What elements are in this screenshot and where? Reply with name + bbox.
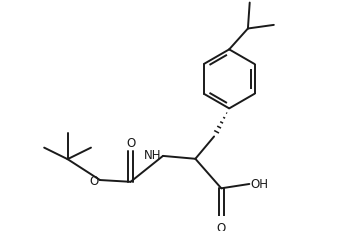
Text: O: O [126,137,135,149]
Text: NH: NH [144,149,161,162]
Text: OH: OH [251,178,269,191]
Text: O: O [217,221,226,231]
Text: O: O [89,174,98,187]
